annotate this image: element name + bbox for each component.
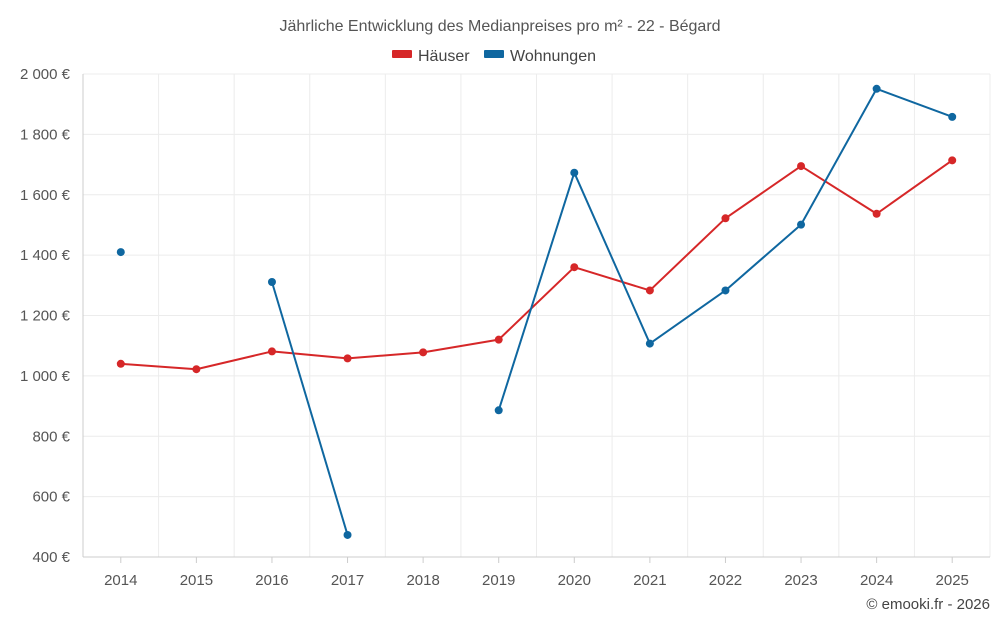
data-point[interactable]: [267, 347, 276, 356]
data-point[interactable]: [797, 220, 806, 229]
y-axis: 400 € 600 € 800 € 1 000 € 1 200 € 1 400 € 1 60…: [20, 66, 84, 566]
y-tick-label: 600 €: [32, 489, 70, 506]
x-tick-label: 2017: [331, 572, 364, 589]
data-point[interactable]: [570, 168, 579, 177]
series-1: [116, 84, 957, 539]
legend-item-0[interactable]: Häuser: [392, 48, 470, 65]
data-point[interactable]: [494, 335, 503, 344]
y-tick-label: 1 800 €: [20, 126, 71, 143]
data-point[interactable]: [797, 162, 806, 171]
x-tick-label: 2018: [406, 572, 439, 589]
y-tick-label: 1 000 €: [20, 368, 71, 385]
data-point[interactable]: [948, 156, 957, 165]
data-point[interactable]: [721, 214, 730, 223]
data-point[interactable]: [948, 112, 957, 121]
y-tick-label: 1 600 €: [20, 187, 71, 204]
y-tick-label: 2 000 €: [20, 66, 71, 83]
series-0: [116, 156, 957, 374]
y-tick-label: 800 €: [32, 428, 70, 445]
x-tick-label: 2023: [784, 572, 817, 589]
y-tick-label: 1 200 €: [20, 308, 71, 325]
series-line-1: [497, 87, 953, 411]
data-point[interactable]: [267, 277, 276, 286]
gridlines: [82, 73, 991, 557]
data-point[interactable]: [419, 348, 428, 357]
data-point[interactable]: [721, 286, 730, 295]
x-tick-label: 2021: [633, 572, 666, 589]
x-tick-label: 2020: [558, 572, 591, 589]
data-point[interactable]: [494, 406, 503, 415]
data-point[interactable]: [343, 530, 352, 539]
y-tick-label: 400 €: [32, 549, 70, 566]
x-tick-label: 2025: [936, 572, 969, 589]
x-tick-label: 2016: [255, 572, 288, 589]
legend-item-1[interactable]: Wohnungen: [484, 48, 596, 65]
series-line-1: [271, 281, 349, 536]
credit-text: © emooki.fr - 2026: [866, 596, 990, 613]
data-point[interactable]: [872, 209, 881, 218]
legend-label-0: Häuser: [418, 48, 470, 65]
y-tick-label: 1 400 €: [20, 247, 71, 264]
x-axis: 2014 2015 2016 2017 2018 2019 2020 2021 2022 2023…: [83, 556, 990, 589]
x-tick-label: 2014: [104, 572, 137, 589]
data-point[interactable]: [645, 339, 654, 348]
x-tick-label: 2022: [709, 572, 742, 589]
data-point[interactable]: [570, 263, 579, 272]
legend-label-1: Wohnungen: [510, 48, 596, 65]
data-point[interactable]: [192, 365, 201, 374]
legend-swatch-0: [392, 50, 412, 58]
x-tick-label: 2015: [180, 572, 213, 589]
chart-title: Jährliche Entwicklung des Medianpreises …: [279, 18, 720, 35]
legend: Häuser Wohnungen: [392, 48, 596, 65]
series-line-0: [120, 159, 953, 371]
legend-swatch-1: [484, 50, 504, 58]
data-point[interactable]: [343, 354, 352, 363]
x-tick-label: 2019: [482, 572, 515, 589]
x-tick-label: 2024: [860, 572, 893, 589]
series: [116, 84, 957, 539]
data-point[interactable]: [872, 84, 881, 93]
data-point[interactable]: [645, 286, 654, 295]
data-point[interactable]: [116, 248, 125, 257]
data-point[interactable]: [116, 359, 125, 368]
